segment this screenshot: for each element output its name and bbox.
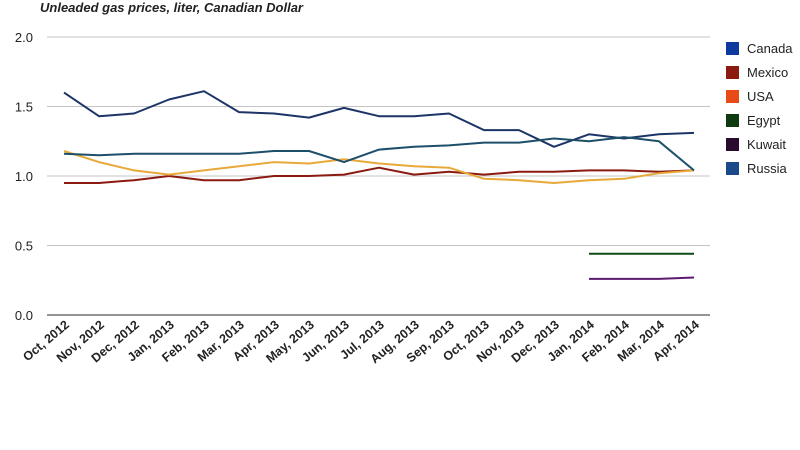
legend-swatch	[726, 41, 739, 55]
legend-item-russia: Russia	[726, 156, 793, 180]
y-tick-label: 0.5	[15, 239, 33, 254]
y-tick-label: 1.0	[15, 169, 33, 184]
legend-item-canada: Canada	[726, 36, 793, 60]
series-line-kuwait	[589, 276, 695, 280]
series-lines	[63, 90, 695, 280]
legend-item-kuwait: Kuwait	[726, 132, 793, 156]
legend-label: Russia	[747, 160, 787, 176]
legend-item-usa: USA	[726, 84, 793, 108]
series-line-usa	[63, 150, 695, 184]
legend-swatch	[726, 89, 739, 103]
legend-item-egypt: Egypt	[726, 108, 793, 132]
legend-swatch	[726, 161, 739, 175]
legend-swatch	[726, 113, 739, 127]
legend-label: Canada	[747, 40, 793, 56]
y-tick-label: 1.5	[15, 100, 33, 115]
legend-label: Kuwait	[747, 136, 787, 152]
legend-swatch	[726, 65, 739, 79]
legend-item-mexico: Mexico	[726, 60, 793, 84]
legend-label: USA	[747, 88, 774, 104]
y-axis-tick-labels: 0.0 0.5 1.0 1.5 2.0	[15, 30, 33, 323]
legend: Canada Mexico USA Egypt Kuwait Russia	[726, 36, 793, 180]
legend-label: Mexico	[747, 64, 789, 80]
series-line-canada	[63, 90, 695, 148]
legend-swatch	[726, 137, 739, 151]
legend-label: Egypt	[747, 112, 781, 128]
chart-title: Unleaded gas prices, liter, Canadian Dol…	[40, 0, 303, 15]
series-line-russia	[63, 136, 695, 172]
series-line-mexico	[64, 166, 695, 184]
y-tick-label: 0.0	[15, 308, 33, 323]
gridlines	[47, 36, 710, 316]
y-tick-label: 2.0	[15, 30, 33, 45]
